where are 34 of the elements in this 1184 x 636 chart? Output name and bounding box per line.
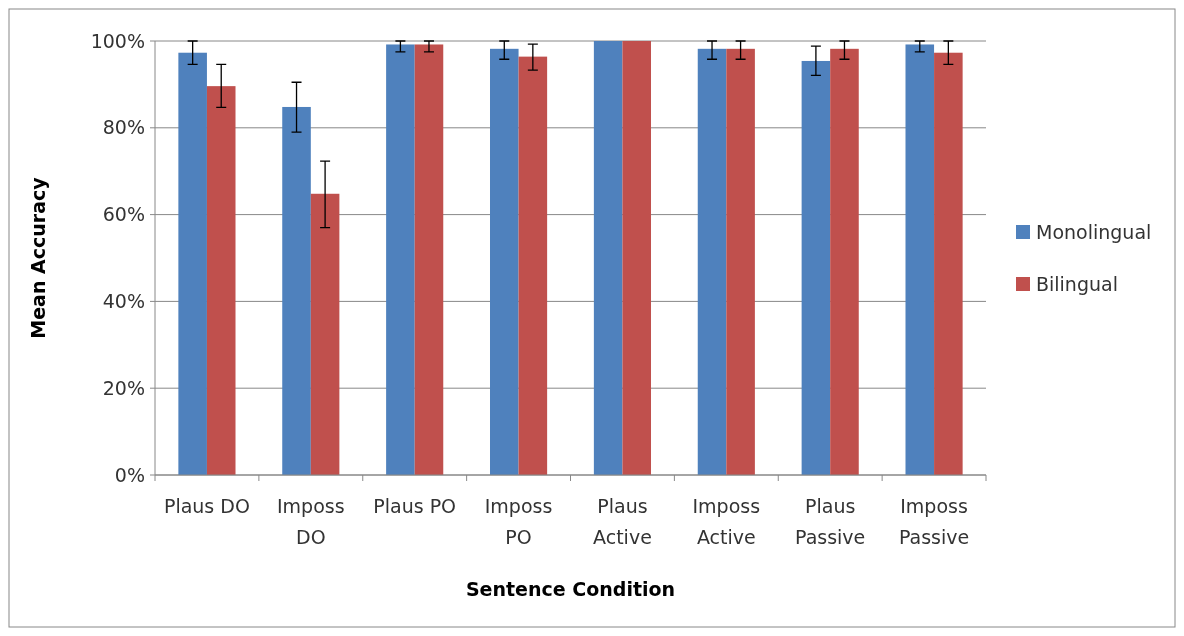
bar: [310, 193, 340, 475]
x-tick-label: Imposs Active: [692, 495, 761, 548]
y-tick-label: 40%: [102, 290, 145, 313]
y-tick-label: 20%: [102, 376, 145, 399]
bar: [726, 48, 755, 475]
x-axis-title: Sentence Condition: [465, 578, 676, 600]
bar: [697, 48, 727, 475]
x-tick-label: Imposs Passive: [898, 495, 970, 548]
x-tick-label: Imposs PO: [484, 495, 553, 548]
bar: [178, 52, 207, 475]
legend-label: Bilingual: [1036, 272, 1118, 295]
bar: [282, 106, 311, 475]
y-tick-label: 80%: [102, 116, 145, 139]
y-axis-title: Mean Accuracy: [27, 176, 49, 339]
bar: [801, 60, 831, 475]
bar: [414, 44, 444, 475]
bar: [490, 48, 519, 475]
x-tick-label: Imposs DO: [277, 495, 345, 548]
bar: [934, 52, 963, 475]
bar: [518, 56, 548, 475]
bar: [830, 48, 859, 475]
bar: [206, 86, 236, 475]
y-tick-label: 100%: [90, 29, 145, 52]
x-tick-label: Plaus PO: [373, 495, 457, 517]
y-tick-label: 0%: [114, 463, 145, 486]
legend-label: Monolingual: [1036, 220, 1152, 243]
bar: [905, 44, 935, 475]
bar: [593, 41, 623, 475]
y-tick-label: 60%: [102, 203, 145, 226]
bar: [386, 44, 415, 475]
x-tick-label: Plaus Passive: [795, 495, 866, 548]
bar: [622, 41, 651, 475]
x-tick-label: Plaus DO: [163, 495, 250, 517]
x-tick-label: Plaus Active: [593, 495, 652, 548]
